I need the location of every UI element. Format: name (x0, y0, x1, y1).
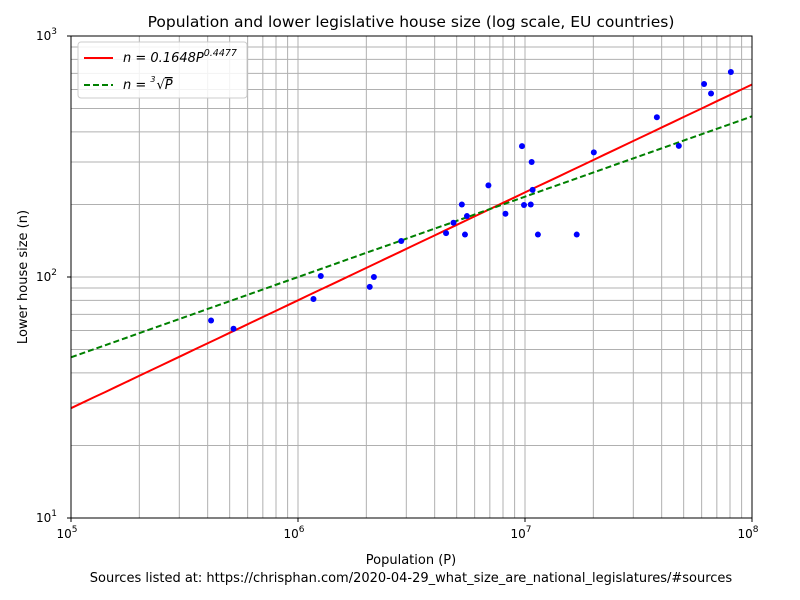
data-point (366, 283, 373, 290)
x-axis-label: Population (P) (366, 553, 456, 568)
x-tick-label: 107 (510, 525, 531, 541)
data-point (590, 149, 597, 156)
data-point (310, 296, 317, 303)
y-tick-exponent: 2 (51, 268, 57, 278)
data-point (463, 213, 470, 220)
y-tick-exponent: 1 (51, 509, 57, 519)
data-point (461, 231, 468, 238)
y-tick-label: 102 (36, 268, 57, 284)
data-point (443, 230, 450, 237)
cube-root-line (70, 115, 753, 359)
data-point (527, 201, 534, 208)
data-point (485, 182, 492, 189)
x-tick-exponent: 8 (753, 525, 759, 535)
data-points (208, 68, 734, 332)
data-point (653, 114, 660, 121)
y-tick-label: 101 (36, 509, 57, 525)
data-point (230, 325, 237, 332)
chart-title: Population and lower legislative house s… (148, 13, 675, 31)
y-axis-label: Lower house size (n) (16, 210, 31, 344)
data-point (317, 272, 324, 279)
sources-footer: Sources listed at: https://chrisphan.com… (90, 571, 733, 586)
data-point (727, 68, 734, 75)
y-tick-exponent: 3 (51, 27, 57, 37)
x-tick-label: 105 (56, 525, 77, 541)
data-point (701, 81, 708, 88)
data-point (573, 231, 580, 238)
data-point (450, 219, 457, 226)
data-point (458, 201, 465, 208)
grid (70, 36, 752, 519)
data-point (708, 90, 715, 97)
x-tick-exponent: 7 (526, 525, 532, 535)
data-point (529, 186, 536, 193)
x-tick-exponent: 6 (299, 525, 305, 535)
data-point (398, 238, 405, 245)
x-tick-label: 106 (283, 525, 304, 541)
y-tick-label: 103 (36, 27, 57, 43)
data-point (528, 159, 535, 166)
data-point (675, 142, 682, 149)
data-point (534, 231, 541, 238)
legend: n = 0.1648P0.4477 n = 3√P (77, 41, 248, 99)
fit-lines (70, 83, 753, 410)
data-point (208, 317, 215, 324)
tick-labels: 105 106 107 108 101 102 103 (36, 27, 759, 541)
data-point (370, 274, 377, 280)
x-tick-exponent: 5 (72, 525, 78, 535)
power-fit-line (70, 83, 753, 410)
legend-cube-root-label: n = 3√P (123, 75, 173, 93)
data-point (521, 201, 528, 208)
x-tick-label: 108 (737, 525, 758, 541)
data-point (518, 143, 525, 150)
legend-power-fit-label: n = 0.1648P0.4477 (123, 48, 237, 66)
data-point (502, 210, 509, 217)
